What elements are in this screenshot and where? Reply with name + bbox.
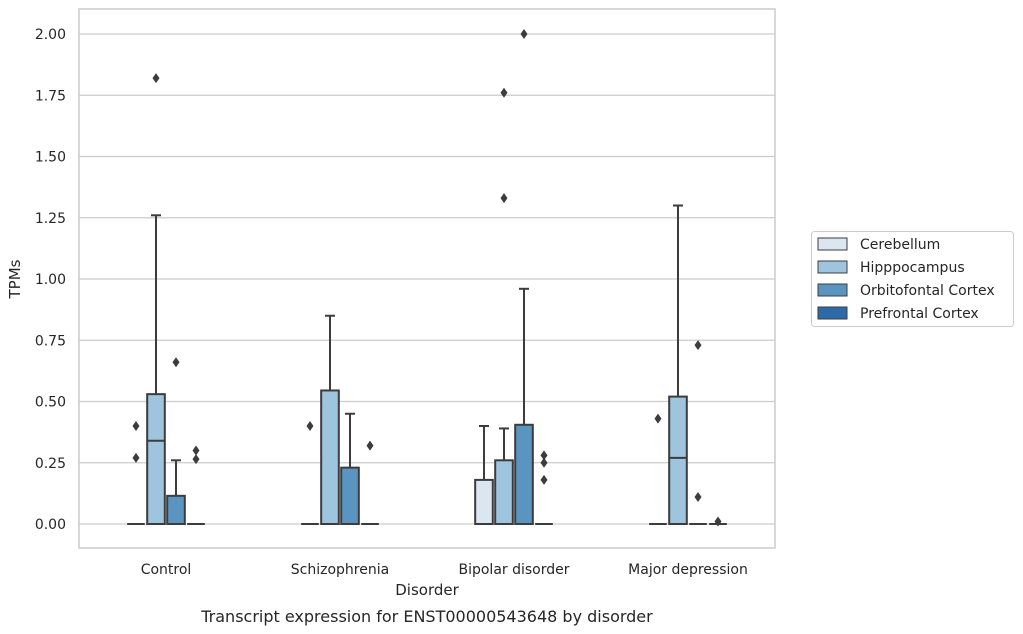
box-iqr	[340, 466, 360, 525]
y-tick-label: 1.50	[35, 150, 66, 166]
box-iqr	[668, 395, 688, 526]
box-group	[127, 421, 145, 525]
box-iqr	[494, 459, 514, 525]
box-iqr	[514, 423, 534, 525]
outlier-point	[306, 421, 314, 431]
outlier-point	[132, 421, 140, 431]
outlier-point	[694, 340, 702, 351]
box-group	[649, 413, 667, 525]
x-axis-label: Disorder	[395, 581, 459, 599]
box-group	[709, 516, 727, 527]
y-tick-label: 0.50	[35, 395, 66, 411]
y-tick-label: 0.25	[35, 456, 66, 472]
y-tick-label: 1.25	[35, 211, 66, 227]
outlier-point	[366, 440, 374, 451]
tick-labels: 0.00 0.25 0.50 0.75 1.00 1.25 1.50 1.75 2.00 Cont…	[35, 27, 748, 578]
box-group	[514, 29, 534, 525]
box-group	[361, 440, 379, 525]
outlier-point	[192, 445, 200, 456]
legend-swatch	[817, 237, 848, 251]
box-group	[689, 340, 707, 525]
y-tick-label: 0.00	[35, 517, 66, 533]
y-tick-label: 0.75	[35, 333, 66, 349]
box-group	[187, 445, 205, 525]
outlier-point	[520, 29, 528, 39]
box-group	[340, 412, 360, 525]
box-iqr	[320, 389, 340, 525]
legend-swatch	[817, 260, 848, 274]
legend-swatch	[817, 306, 848, 320]
outlier-point	[540, 474, 548, 485]
outlier-point	[714, 516, 722, 527]
outlier-point	[132, 452, 140, 463]
legend-box	[811, 231, 1014, 327]
box-group	[535, 450, 553, 525]
outlier-point	[694, 492, 702, 503]
legend-label: Prefrontal Cortex	[860, 306, 979, 322]
y-tick-label: 1.00	[35, 272, 66, 288]
box-iqr	[166, 494, 186, 526]
x-tick-label: Major depression	[628, 562, 748, 578]
outlier-point	[540, 450, 548, 461]
outlier-point	[500, 87, 508, 98]
boxes	[127, 29, 727, 527]
y-axis-label: TPMs	[6, 259, 24, 299]
outlier-point	[540, 457, 548, 468]
box-group	[301, 421, 319, 525]
outlier-point	[152, 73, 160, 84]
legend: Cerebellum Hipppocampus Orbitofontal Corte…	[811, 231, 1014, 327]
legend-label: Hipppocampus	[860, 260, 965, 276]
box-group	[668, 204, 688, 526]
chart-caption: Transcript expression for ENST0000054364…	[200, 607, 653, 626]
x-tick-label: Control	[141, 562, 192, 578]
box-iqr	[146, 393, 166, 525]
y-tick-label: 1.75	[35, 88, 66, 104]
box-group	[320, 314, 340, 525]
legend-label: Orbitofontal Cortex	[860, 283, 995, 299]
legend-label: Cerebellum	[860, 237, 940, 253]
plot-border	[78, 8, 776, 549]
y-tick-label: 2.00	[35, 27, 66, 43]
box-group	[166, 357, 186, 526]
outlier-point	[192, 454, 200, 465]
box-group	[474, 425, 494, 525]
x-tick-label: Schizophrenia	[291, 562, 389, 578]
x-tick-label: Bipolar disorder	[458, 562, 569, 578]
box-group	[494, 87, 514, 525]
box-group	[146, 73, 166, 525]
outlier-point	[500, 193, 508, 204]
outlier-point	[654, 413, 662, 424]
outlier-point	[172, 357, 180, 368]
legend-swatch	[817, 283, 848, 297]
box-iqr	[474, 478, 494, 525]
plot-frame	[78, 8, 776, 549]
